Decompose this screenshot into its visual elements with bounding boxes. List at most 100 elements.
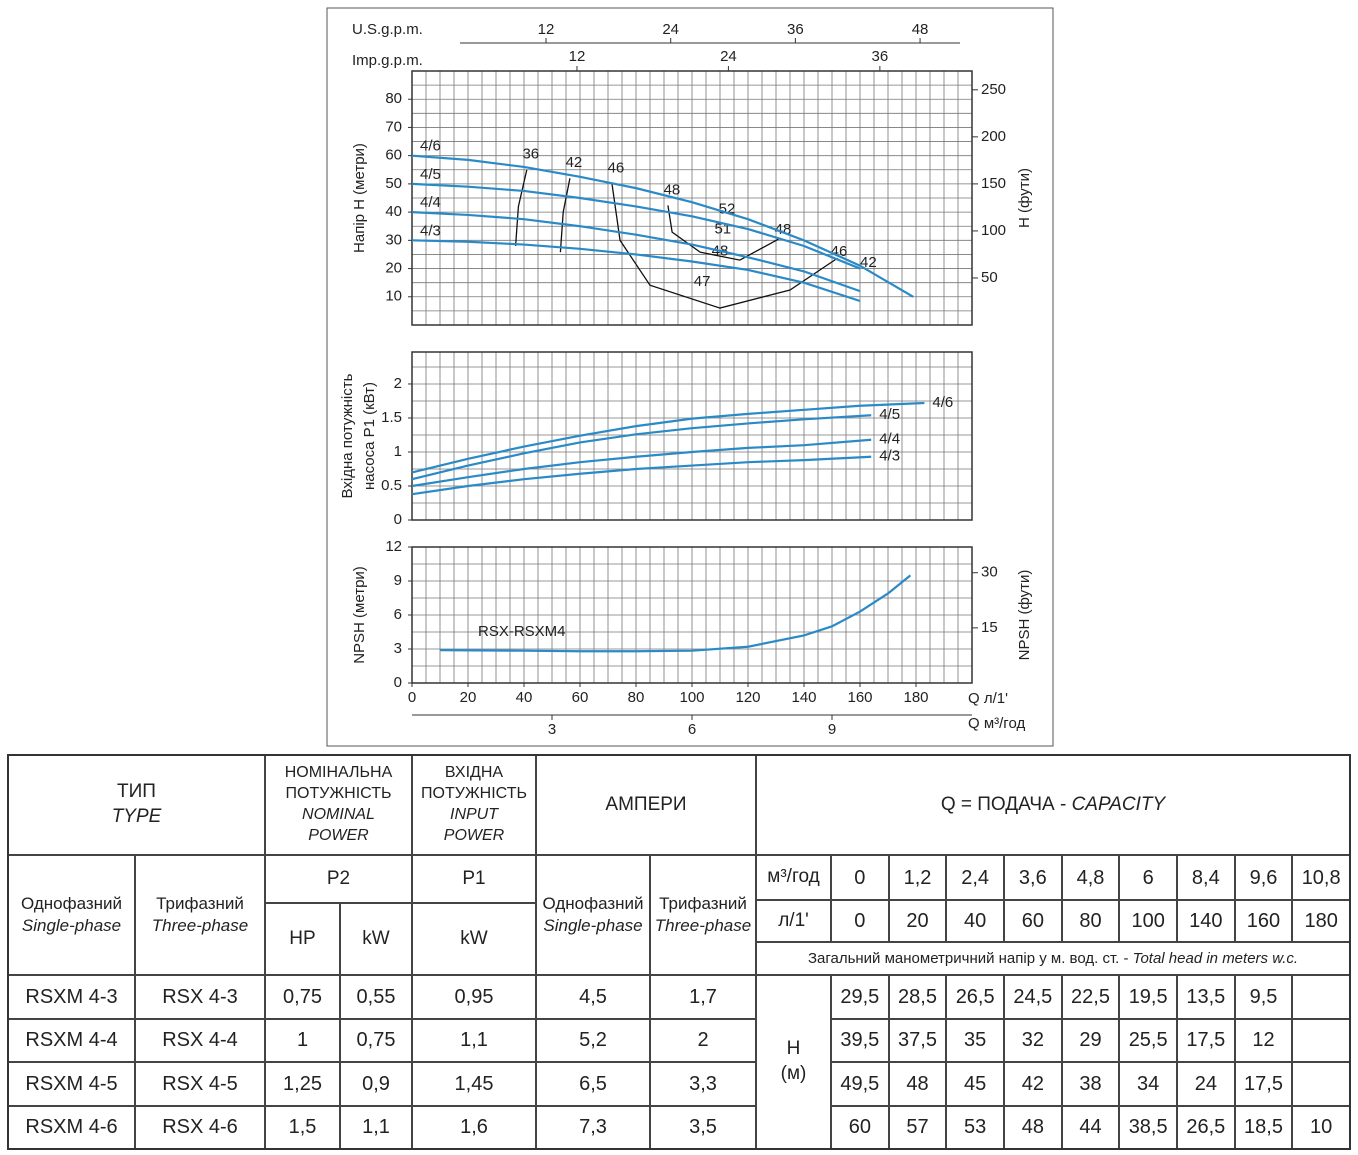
cell-text: 48 xyxy=(1021,1116,1044,1139)
table-cell: 6,5 xyxy=(536,1062,650,1106)
cell-text: P2 xyxy=(326,867,351,889)
cell-line: 1,2 xyxy=(904,865,932,891)
cell-text: 29 xyxy=(1079,1029,1102,1052)
table-cell: 29 xyxy=(1061,1018,1120,1062)
cell-line: 48 xyxy=(1022,1114,1044,1140)
x-tick-label: 140 xyxy=(791,689,816,706)
cell-text: 53 xyxy=(964,1116,987,1139)
table-cell: 140 xyxy=(1177,900,1235,942)
cell-text: 140 xyxy=(1189,910,1223,932)
series-label: 4/4 xyxy=(420,194,441,211)
table-cell: 0,95 xyxy=(412,975,536,1019)
bottom-axis-tick-label: 6 xyxy=(688,721,696,738)
cell-line: 39,5 xyxy=(840,1027,879,1053)
table-cell: л/1' xyxy=(756,900,831,942)
table-cell: P1 xyxy=(412,855,536,903)
table-cell: HP xyxy=(265,903,340,975)
cell-text: RSX 4-6 xyxy=(162,1116,238,1139)
cell-line: Three-phase xyxy=(655,915,751,937)
table-cell: 6 xyxy=(1119,855,1177,900)
cell-text: 1,45 xyxy=(454,1072,494,1095)
table-cell: 17,5 xyxy=(1177,1018,1235,1062)
cell-text: 0,95 xyxy=(454,985,494,1008)
plot-frame xyxy=(411,351,973,521)
y2-tick-label: 200 xyxy=(981,128,1006,145)
cell-line: 57 xyxy=(906,1114,928,1140)
cell-text: 44 xyxy=(1079,1116,1102,1139)
table-cell: 0,75 xyxy=(265,975,340,1019)
cell-line: 38,5 xyxy=(1129,1114,1168,1140)
cell-text: 8,4 xyxy=(1191,866,1220,889)
cell-line: 1 xyxy=(297,1027,308,1053)
cell-line: 8,4 xyxy=(1192,865,1220,891)
y-tick-label: 60 xyxy=(385,147,402,164)
y-tick-label: 80 xyxy=(385,90,402,107)
cell-line: 26,5 xyxy=(956,984,995,1010)
cell-text: л/1' xyxy=(778,909,809,931)
cell-text: 9,5 xyxy=(1249,985,1278,1008)
cell-text: Total head in meters w.c. xyxy=(1132,949,1299,967)
y-axis-label: Напір H (метри) xyxy=(351,143,368,253)
cell-text: RSXM 4-6 xyxy=(25,1116,118,1139)
y2-tick-label: 50 xyxy=(981,269,998,286)
cell-text: CAPACITY xyxy=(1071,793,1166,815)
cell-text: 9,6 xyxy=(1249,866,1278,889)
table-cell: 44 xyxy=(1061,1105,1120,1149)
cell-text: 60 xyxy=(848,1116,871,1139)
cell-line: RSX 4-3 xyxy=(162,984,238,1010)
cell-line: ВХІДНА xyxy=(445,763,503,784)
series-label: 4/4 xyxy=(879,431,900,448)
y-tick-label: 0.5 xyxy=(381,477,402,494)
y-tick-label: 1.5 xyxy=(381,409,402,426)
cell-text: ВХІДНА xyxy=(444,764,504,782)
cell-text: H xyxy=(786,1038,801,1060)
cell-text: 37,5 xyxy=(898,1029,937,1052)
table-cell: 24 xyxy=(1177,1062,1235,1106)
cell-line: Трифазний xyxy=(156,893,244,915)
y2-axis-label: NPSH (фути) xyxy=(1016,570,1033,661)
cell-line: Single-phase xyxy=(543,915,642,937)
cell-text: Q = ПОДАЧА - xyxy=(940,793,1072,815)
cell-text: 6,5 xyxy=(579,1072,607,1095)
table-cell: 42 xyxy=(1004,1062,1062,1106)
cell-line: 12 xyxy=(1252,1027,1274,1053)
cell-line: 160 xyxy=(1247,908,1280,934)
top-axis-tick-label: 24 xyxy=(720,48,737,65)
bottom-axis-label: Q м³/год xyxy=(968,715,1025,732)
y-tick-label: 9 xyxy=(394,572,402,589)
cell-text: 13,5 xyxy=(1186,985,1226,1008)
cell-text: 1,5 xyxy=(288,1116,317,1139)
table-cell: 39,5 xyxy=(831,1018,889,1062)
cell-line: 6,5 xyxy=(579,1071,607,1097)
table-cell: Трифазний Three-phase xyxy=(650,855,756,975)
cell-text: 22,5 xyxy=(1071,985,1110,1008)
table-cell: 25,5 xyxy=(1119,1018,1177,1062)
cell-line: 17,5 xyxy=(1244,1071,1283,1097)
table-cell: 26,5 xyxy=(946,975,1004,1019)
table-cell: Загальний манометричний напір у м. вод. … xyxy=(756,942,1350,975)
y-tick-label: 12 xyxy=(385,538,402,555)
table-cell: 12 xyxy=(1234,1018,1293,1062)
y-tick-label: 30 xyxy=(385,231,402,248)
cell-line: 19,5 xyxy=(1129,984,1168,1010)
plot-frame xyxy=(411,70,973,326)
cell-line: RSX 4-4 xyxy=(162,1027,238,1053)
cell-line: 10 xyxy=(1310,1114,1332,1140)
table-cell: 7,3 xyxy=(536,1105,650,1149)
cell-text: P1 xyxy=(462,867,486,889)
table-cell xyxy=(1292,1062,1350,1106)
cell-line: 20 xyxy=(906,908,928,934)
cell-line: 28,5 xyxy=(898,984,937,1010)
table-cell: 1,7 xyxy=(650,975,756,1019)
y2-tick-label: 100 xyxy=(981,222,1006,239)
cell-line: POWER xyxy=(308,826,368,847)
table-cell: 29,5 xyxy=(831,975,889,1019)
cell-text: 5,2 xyxy=(579,1029,607,1052)
cell-text: 0,75 xyxy=(356,1029,396,1052)
table-cell: ВХІДНА ПОТУЖНІСТЬ INPUT POWER xyxy=(412,755,536,855)
efficiency-curve xyxy=(514,169,528,247)
cell-line: 9,6 xyxy=(1250,865,1278,891)
table-cell: H (м) xyxy=(756,975,831,1149)
table-cell: 40 xyxy=(946,900,1004,942)
cell-text: 2,4 xyxy=(961,866,990,889)
